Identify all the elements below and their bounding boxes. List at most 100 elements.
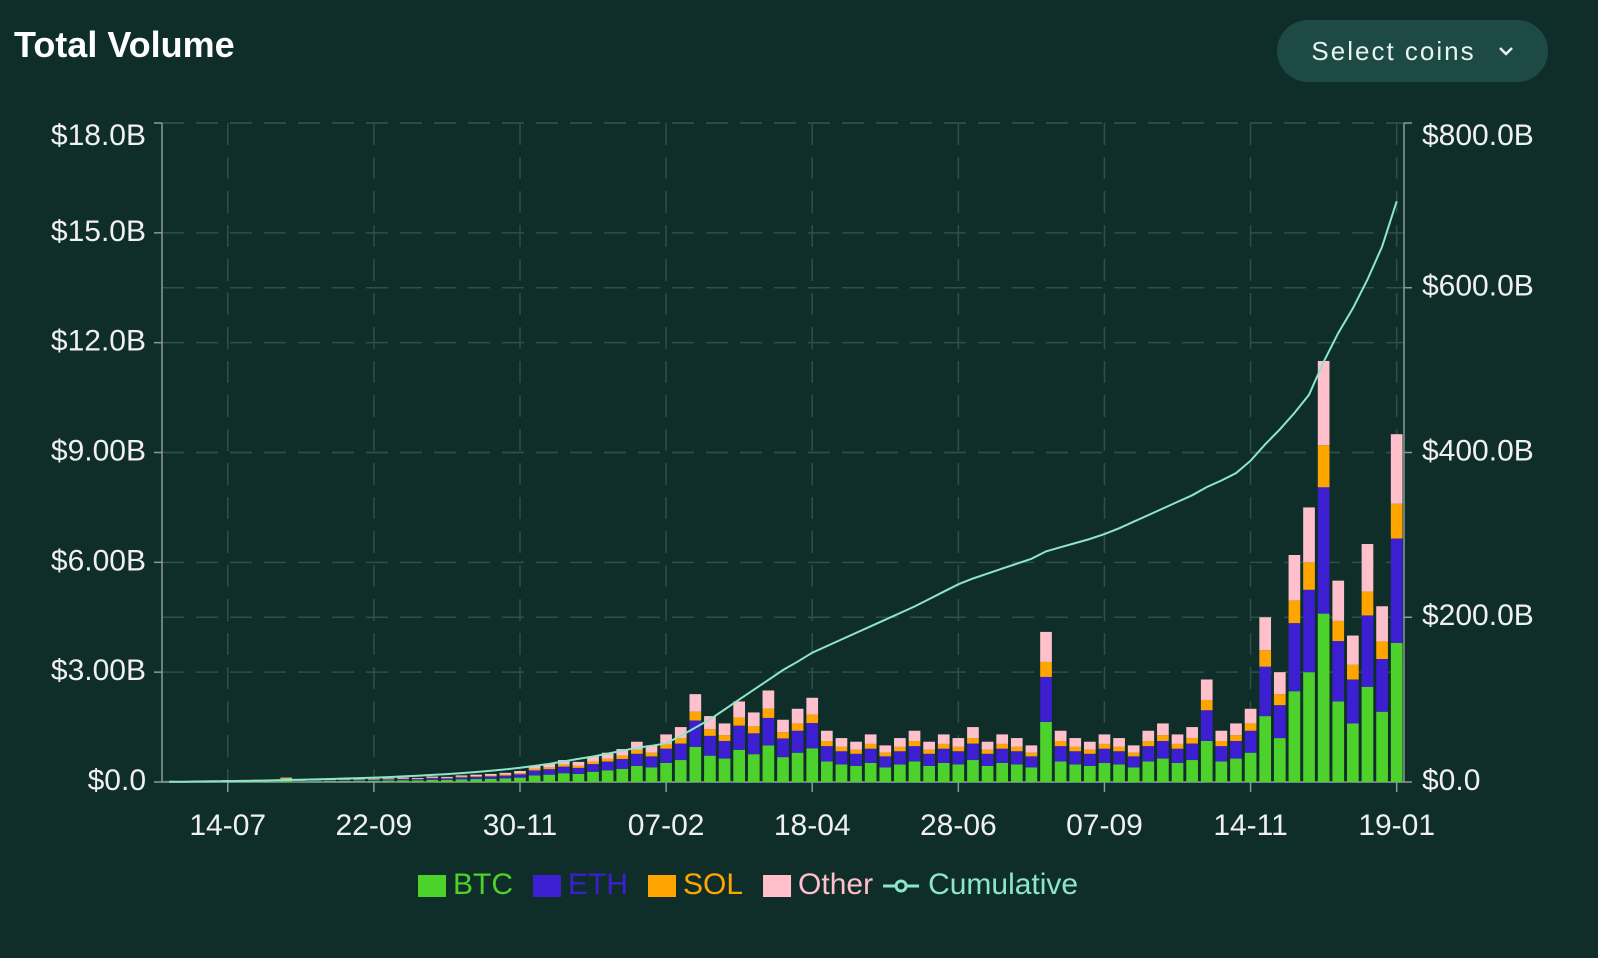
- bar-segment: [967, 760, 979, 782]
- bar-segment: [1347, 723, 1359, 782]
- bar-segment: [368, 780, 380, 782]
- x-tick-label: 18-04: [774, 809, 851, 842]
- bar-segment: [1317, 487, 1330, 614]
- bar-segment: [879, 752, 892, 757]
- bar-segment: [1127, 767, 1140, 782]
- select-coins-button[interactable]: Select coins: [1277, 20, 1548, 82]
- bar-segment: [660, 743, 672, 749]
- bar-segment: [733, 725, 746, 750]
- bar-segment: [1186, 727, 1198, 739]
- bar-segment: [543, 774, 556, 782]
- y-tick-label: $0.0: [88, 764, 146, 797]
- bar-segment: [514, 771, 526, 774]
- bar-segment: [1157, 723, 1169, 736]
- bar-segment: [1361, 591, 1374, 616]
- bar-segment: [353, 780, 366, 782]
- bar-segment: [1303, 507, 1315, 563]
- bar-segment: [1098, 734, 1111, 744]
- bar-segment: [411, 780, 424, 782]
- bar-segment: [470, 776, 482, 780]
- bar-segment: [1288, 691, 1301, 782]
- bar-segment: [996, 743, 1009, 749]
- bar-segment: [660, 762, 672, 782]
- bar-segment: [806, 723, 819, 749]
- bar-segment: [937, 743, 950, 749]
- x-tick-label: 07-09: [1066, 809, 1143, 842]
- bar-segment: [1230, 735, 1242, 741]
- bar-segment: [514, 773, 526, 775]
- bar-segment: [1317, 445, 1330, 488]
- y-tick-label: $6.00B: [51, 544, 146, 577]
- bar-segment: [952, 746, 965, 752]
- bar-segment: [937, 734, 950, 744]
- bar-segment: [1054, 761, 1067, 782]
- bar-segment: [601, 770, 614, 782]
- bar-segment: [762, 717, 775, 746]
- bar-segment: [718, 740, 731, 759]
- bar-segment: [733, 717, 746, 726]
- bar-segment: [368, 778, 380, 780]
- bar-segment: [908, 746, 921, 762]
- bar-segment: [397, 778, 409, 781]
- bar-segment: [1142, 740, 1155, 747]
- bar-segment: [967, 738, 979, 744]
- bar-segment: [689, 746, 702, 782]
- bar-segment: [1347, 635, 1359, 665]
- bar-segment: [1040, 676, 1052, 722]
- page-title: Total Volume: [14, 24, 235, 65]
- bar-segment: [1171, 734, 1184, 744]
- bar-segment: [762, 690, 775, 709]
- bar-segment: [937, 748, 950, 763]
- bar-segment: [1230, 740, 1242, 759]
- bar-segment: [499, 775, 512, 779]
- bar-segment: [835, 738, 848, 747]
- bar-segment: [426, 778, 439, 780]
- bar-segment: [1113, 764, 1125, 782]
- bar-segment: [1157, 735, 1169, 741]
- bar-segment: [528, 775, 541, 782]
- bar-segment: [1390, 538, 1403, 643]
- bar-segment: [382, 780, 395, 782]
- bar-segment: [1054, 730, 1067, 741]
- legend-swatch: [418, 875, 446, 897]
- y2-tick-label: $600.0B: [1422, 270, 1534, 303]
- bar-segment: [835, 751, 848, 765]
- bar-segment: [397, 777, 409, 779]
- bar-segment: [1040, 631, 1052, 662]
- bar-segment: [382, 778, 395, 780]
- y2-tick-label: $0.0: [1422, 764, 1480, 797]
- bar-segment: [1215, 761, 1228, 782]
- bar-segment: [1376, 658, 1388, 712]
- bar-segment: [952, 764, 965, 782]
- bar-segment: [689, 720, 702, 747]
- bar-segment: [1259, 666, 1272, 717]
- y-tick-label: $9.00B: [51, 434, 146, 467]
- bar-segment: [864, 748, 877, 763]
- bar-segment: [1361, 686, 1374, 782]
- y2-tick-label: $800.0B: [1422, 119, 1534, 152]
- bar-segment: [441, 777, 453, 779]
- bar-segment: [484, 773, 497, 776]
- bar-segment: [645, 767, 658, 782]
- bar-segment: [1244, 723, 1257, 731]
- bar-segment: [1171, 748, 1184, 763]
- bar-segment: [1025, 767, 1038, 782]
- bar-segment: [894, 751, 906, 765]
- bar-segment: [806, 748, 819, 782]
- bar-segment: [528, 765, 541, 769]
- bar-segment: [996, 748, 1009, 763]
- bar-segment: [1113, 738, 1125, 747]
- bar-segment: [674, 743, 687, 761]
- bar-segment: [645, 745, 658, 753]
- bar-segment: [470, 779, 482, 782]
- bar-segment: [1347, 679, 1359, 724]
- bar-segment: [499, 778, 512, 782]
- bar-segment: [806, 697, 819, 715]
- bar-segment: [1215, 740, 1228, 747]
- bar-segment: [1098, 762, 1111, 782]
- bar-segment: [1142, 730, 1155, 741]
- y-tick-label: $15.0B: [51, 215, 146, 248]
- bar-segment: [455, 776, 468, 778]
- bar-segment: [455, 777, 468, 780]
- bar-segment: [587, 771, 599, 782]
